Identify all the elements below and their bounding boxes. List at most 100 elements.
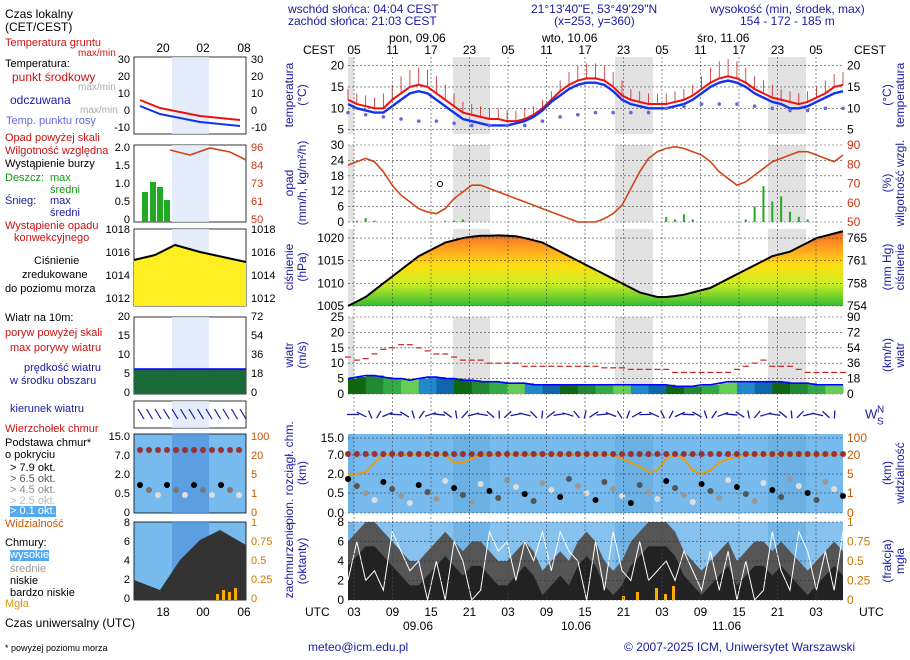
wind-arrow xyxy=(546,410,556,419)
legend-night xyxy=(172,401,209,428)
temp-felt-label: odczuwana xyxy=(10,93,71,107)
wind-tick-right: 54 xyxy=(847,341,861,355)
utc-hour-label: 21 xyxy=(463,605,477,619)
dew-point-dot xyxy=(735,102,739,106)
cloud-top-dot xyxy=(760,451,767,457)
dew-point-dot xyxy=(717,102,722,106)
wind-speed-bar xyxy=(445,378,455,394)
legend-cloud-top-dot xyxy=(200,447,206,453)
wind-arrow xyxy=(778,410,788,419)
legend-wind-arrow xyxy=(162,408,171,420)
legend-cloud-base-dot xyxy=(200,487,206,493)
legend-cloud-base-dot xyxy=(155,492,161,498)
humidity-line xyxy=(347,145,844,223)
cloud-top-dot xyxy=(725,451,732,457)
cloud-top-dot xyxy=(619,451,626,457)
cloud-base-dot xyxy=(795,483,802,489)
cloud-coverage-label: o pokryciu xyxy=(5,449,56,461)
cloud-top-dot xyxy=(680,451,687,457)
wind-arrow xyxy=(811,412,824,417)
precip-bar xyxy=(753,206,756,222)
wind-speed-bar xyxy=(462,380,473,394)
ground-temp-maxmin: max/min xyxy=(78,48,116,59)
fog-label: Mgła xyxy=(5,598,29,610)
legend-cloud-top-dot xyxy=(218,447,224,453)
night-band xyxy=(768,145,806,222)
fog-bar xyxy=(636,592,639,600)
wind-speed-bar xyxy=(666,384,676,394)
wind-speed-bar xyxy=(515,383,526,394)
axis-title-right: ciśnienie xyxy=(893,243,907,290)
clouds-high-label: wysokie xyxy=(10,549,50,561)
cloud-top-dot xyxy=(565,451,572,457)
dew-point-dot xyxy=(823,106,828,111)
wind-arrow xyxy=(411,410,415,419)
axis-title-left: opad xyxy=(282,170,296,197)
dew-point-dot xyxy=(558,115,562,119)
legend-cloud-base-dot xyxy=(227,487,233,493)
wind-speed-bar xyxy=(480,381,490,394)
rain-label: Deszcz: xyxy=(5,172,45,184)
dew-point-dot xyxy=(540,119,545,123)
legend-wind-tick: 10 xyxy=(118,349,130,361)
precip-bar xyxy=(797,216,800,222)
utc-hour-label: 21 xyxy=(617,605,631,619)
utc-time-label: Czas uniwersalny (UTC) xyxy=(5,616,136,630)
legend-cloud-tick: 7.0 xyxy=(115,450,130,462)
wind-arrow xyxy=(747,410,751,419)
dew-point-label: Temp. punktu rosy xyxy=(6,115,96,127)
cloud-base-dot xyxy=(698,481,705,487)
wind-arrow xyxy=(553,413,566,416)
cloud-top-dot xyxy=(398,451,405,457)
wind-arrow xyxy=(399,411,410,418)
tz-bottom-left: UTC xyxy=(305,605,330,619)
humidity-tick-right: 50 xyxy=(847,215,861,229)
cloud-top-dot xyxy=(486,451,493,457)
cover-tick-left: 4 xyxy=(337,554,344,568)
precip-tick-left: 30 xyxy=(331,138,345,152)
footer-email[interactable]: meteo@icm.edu.pl xyxy=(308,640,409,654)
compass-w: W xyxy=(865,407,878,422)
wind-speed-bar xyxy=(648,384,658,394)
storm-label: Wystąpienie burzy xyxy=(5,158,95,170)
legend-vis-tick: 20 xyxy=(251,450,263,462)
legend-cloud-top-dot xyxy=(191,447,197,453)
cloud-top-dot xyxy=(539,451,546,457)
wind-speed-bar xyxy=(825,384,835,394)
pres-tick-right: 761 xyxy=(847,254,867,268)
legend-cover-tick: 4 xyxy=(124,555,130,567)
legend-wind-area xyxy=(134,369,246,394)
legend-fog-bar xyxy=(234,588,237,600)
cloud-base-dot xyxy=(389,486,396,492)
wind-speed-bar xyxy=(701,384,711,394)
precip-tick-left: 18 xyxy=(331,169,345,183)
temp-tick-left: 5 xyxy=(337,123,344,137)
wind-speed-bar xyxy=(763,381,773,394)
night-band xyxy=(348,229,354,306)
panel-prec-bg xyxy=(348,145,843,222)
cloud-top-dot xyxy=(663,451,670,457)
wind-speed-bar xyxy=(383,377,393,394)
local-tick: 20 xyxy=(156,41,170,55)
legend-pres-tick: 1018 xyxy=(106,224,130,236)
utc-tick: 06 xyxy=(237,605,251,619)
vis-tick-right: 5 xyxy=(847,467,854,481)
wind-arrow xyxy=(768,412,781,417)
cloud-top-dot xyxy=(733,451,740,457)
wind-arrow xyxy=(668,410,674,419)
dew-point-dot xyxy=(434,119,439,123)
dew-point-dot xyxy=(611,110,615,115)
dew-point-dot xyxy=(629,110,633,115)
cloud-tick-left: 0.0 xyxy=(327,506,344,520)
precip-bar xyxy=(780,196,783,222)
night-band xyxy=(453,57,490,134)
elevation-values: 154 - 172 - 185 m xyxy=(740,14,835,28)
fog-tick-right: 0.75 xyxy=(847,535,871,549)
cloud-top-dot xyxy=(574,451,581,457)
wind-speed-bar xyxy=(427,377,437,394)
cest-hour-label: 11 xyxy=(694,43,707,57)
legend-night xyxy=(172,434,209,513)
wind-speed-bar xyxy=(356,377,367,394)
legend-precip-tick: 0.5 xyxy=(115,196,130,208)
cloud-top-dot xyxy=(751,451,758,457)
